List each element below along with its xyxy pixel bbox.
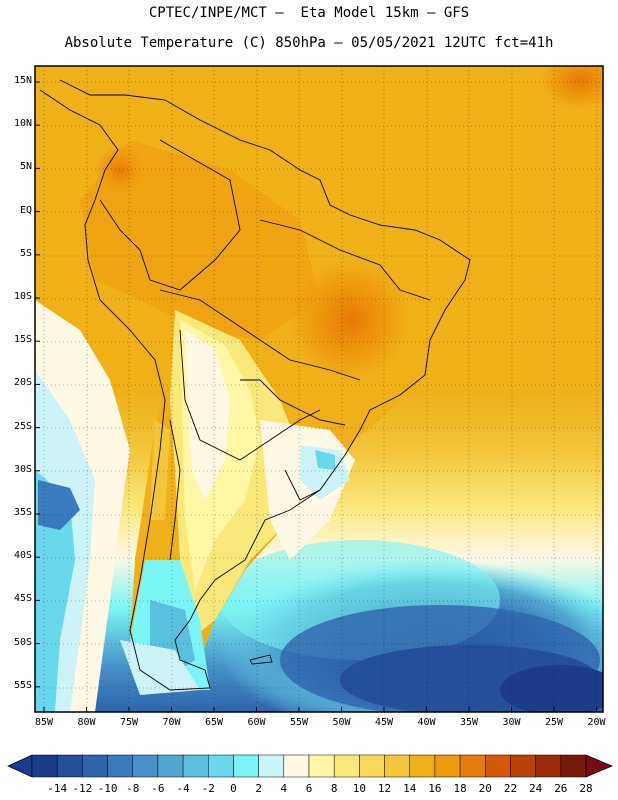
colorbar-swatch (560, 754, 587, 778)
lon-label: 25W (544, 717, 564, 728)
colorbar-label: -4 (176, 782, 190, 795)
axis-ticks (35, 81, 597, 712)
colorbar-label: 18 (453, 782, 467, 795)
colorbar-swatch (485, 754, 511, 778)
lon-label: 60W (247, 717, 266, 728)
colorbar-label: 16 (428, 782, 442, 795)
lon-label: 35W (459, 717, 479, 728)
colorbar-arrow-low (7, 754, 33, 778)
colorbar-label: 14 (403, 782, 417, 795)
colorbar-swatch (233, 754, 259, 778)
colorbar-swatch (82, 754, 108, 778)
lat-label: 55S (13, 679, 32, 691)
colorbar-label: 24 (529, 782, 543, 795)
colorbar-swatch (434, 754, 461, 778)
lat-label: 25S (13, 420, 32, 432)
lat-label: 10S (13, 291, 32, 302)
lon-label: 40W (417, 717, 436, 728)
coastlines (39, 79, 471, 691)
colorbar-label: 12 (377, 782, 392, 795)
colorbar-label: -12 (72, 782, 93, 795)
colorbar-label: -10 (97, 782, 118, 795)
lon-label: 75W (119, 717, 139, 728)
colorbar-label: 6 (305, 782, 313, 795)
colorbar-swatch (132, 754, 159, 778)
colorbar-swatch (56, 754, 83, 778)
colorbar-swatch (510, 754, 536, 778)
title-model: CPTEC/INPE/MCT – Eta Model 15km – GFS (148, 5, 470, 21)
lat-label: 30S (13, 463, 32, 475)
lon-label: 45W (374, 717, 394, 728)
lon-label: 30W (502, 717, 521, 728)
colorbar-swatch (459, 754, 486, 778)
lon-label: 70W (162, 717, 181, 728)
colorbar-label: -6 (151, 782, 165, 795)
colorbar-swatch (409, 754, 436, 778)
colorbar-label: 20 (478, 782, 492, 795)
colorbar-label: 26 (554, 782, 568, 795)
colorbar-swatch (31, 754, 58, 778)
colorbar-swatch (384, 754, 410, 778)
lon-label: 65W (204, 717, 224, 728)
lat-label: EQ (19, 204, 32, 216)
colorbar-label: 22 (503, 782, 518, 795)
lat-label: 45S (13, 593, 32, 605)
colorbar-label: 2 (255, 782, 262, 795)
lat-label: 10N (13, 118, 32, 130)
lat-label: 5N (19, 161, 32, 173)
colorbar (7, 754, 613, 778)
lon-label: 80W (77, 717, 96, 728)
colorbar-label: 28 (579, 782, 593, 795)
colorbar-arrow-high (585, 754, 613, 778)
colorbar-swatch (359, 754, 385, 778)
colorbar-label: 10 (352, 782, 366, 795)
title-field: Absolute Temperature (C) 850hPa – 05/05/… (64, 35, 554, 51)
colorbar-label: 0 (230, 782, 237, 795)
colorbar-swatch (308, 754, 335, 778)
lon-label: 20W (587, 717, 606, 728)
colorbar-label: 8 (330, 782, 338, 795)
lat-label: 5S (19, 247, 32, 259)
colorbar-swatch (208, 754, 234, 778)
colorbar-swatch (182, 754, 209, 778)
lon-label: 85W (34, 717, 54, 728)
temperature-field (35, 66, 603, 712)
lat-label: 35S (13, 507, 32, 518)
colorbar-swatch (107, 754, 133, 778)
colorbar-swatch (157, 754, 184, 778)
colorbar-label: -2 (201, 782, 215, 795)
colorbar-label: -8 (126, 782, 140, 795)
lat-label: 40S (13, 550, 32, 562)
colorbar-swatch (535, 754, 562, 778)
colorbar-swatch (283, 754, 310, 778)
lon-label: 50W (332, 717, 351, 728)
lat-label: 15N (13, 75, 32, 86)
graticule (35, 66, 603, 712)
colorbar-label: -14 (47, 782, 68, 795)
lat-label: 20S (13, 377, 32, 389)
lon-label: 55W (289, 717, 309, 728)
lat-label: 15S (13, 334, 32, 346)
lat-label: 50S (13, 636, 32, 648)
map-frame (34, 65, 604, 713)
colorbar-label: 4 (280, 782, 288, 795)
colorbar-swatch (333, 754, 360, 778)
colorbar-swatch (258, 754, 285, 778)
